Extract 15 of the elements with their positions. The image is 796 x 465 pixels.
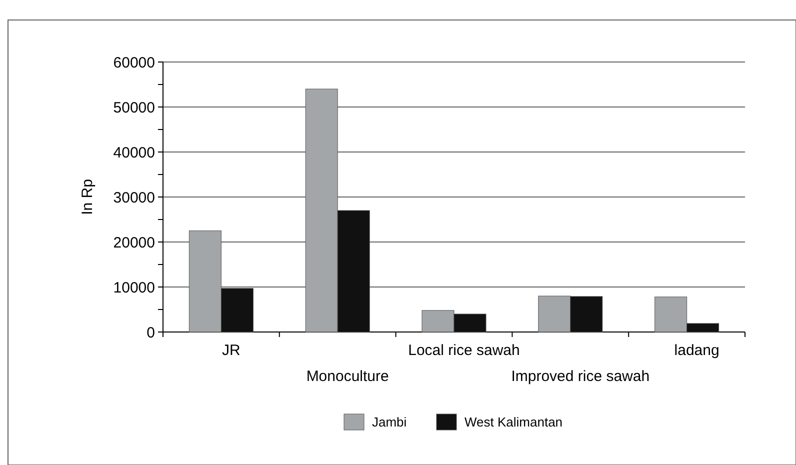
legend-label: Jambi xyxy=(372,414,407,430)
x-tick-label: Monoculture xyxy=(306,368,389,385)
y-tick-label: 0 xyxy=(146,324,155,342)
y-tick-label: 20000 xyxy=(113,234,155,252)
y-axis-title: In Rp xyxy=(79,179,96,215)
y-tick-label: 10000 xyxy=(113,279,155,296)
x-tick-label: JR xyxy=(222,342,241,359)
legend-label: West Kalimantan xyxy=(464,414,563,430)
y-tick-label: 50000 xyxy=(113,99,155,116)
y-tick-label: 60000 xyxy=(113,54,155,72)
x-tick-label: Improved rice sawah xyxy=(511,368,650,385)
x-tick-label: ladang xyxy=(674,342,720,359)
y-tick-label: 40000 xyxy=(113,144,155,162)
x-tick-label: Local rice sawah xyxy=(408,342,520,359)
y-tick-label: 30000 xyxy=(113,189,155,206)
